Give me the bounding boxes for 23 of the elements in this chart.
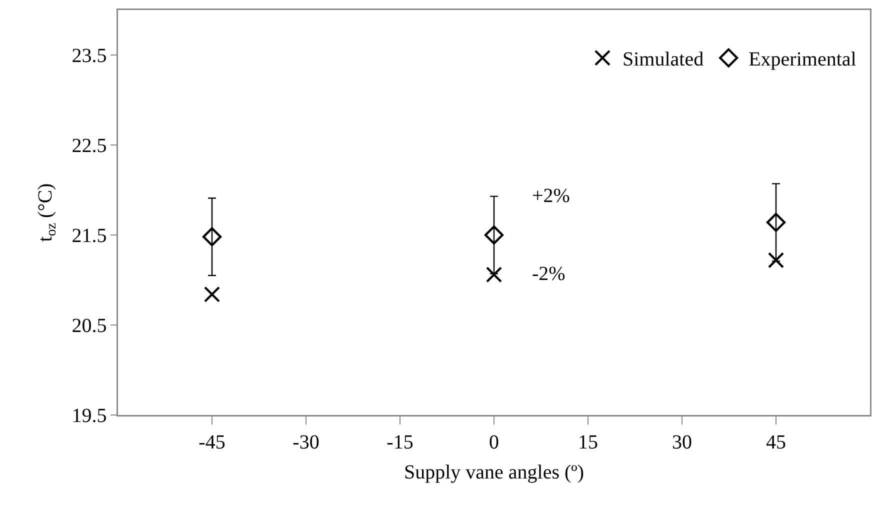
x-tick-label: -30 (292, 431, 320, 454)
legend-label: Experimental (748, 48, 857, 71)
annotation: -2% (532, 263, 566, 285)
annotation: +2% (532, 185, 570, 207)
x-tick-label: 0 (489, 431, 499, 454)
x-tick-label: -45 (198, 431, 226, 454)
x-tick-label: 15 (578, 431, 598, 454)
point (484, 225, 504, 245)
y-tick-label: 20.5 (72, 315, 107, 337)
y-tick-label: 23.5 (72, 45, 107, 67)
y-tick-label: 22.5 (72, 135, 107, 157)
point (202, 227, 222, 246)
x-tick-label: -15 (386, 431, 414, 454)
y-tick-label: 19.5 (72, 405, 107, 427)
x-tick-label: 30 (672, 431, 692, 454)
x-axis-title: Supply vane angles (º) (404, 462, 584, 484)
point (204, 286, 220, 302)
x-tick-label: 45 (766, 431, 786, 454)
point (766, 212, 786, 232)
y-tick-label: 21.5 (72, 225, 107, 247)
legend-label: Simulated (622, 48, 704, 71)
point (768, 252, 784, 268)
point (486, 266, 502, 283)
